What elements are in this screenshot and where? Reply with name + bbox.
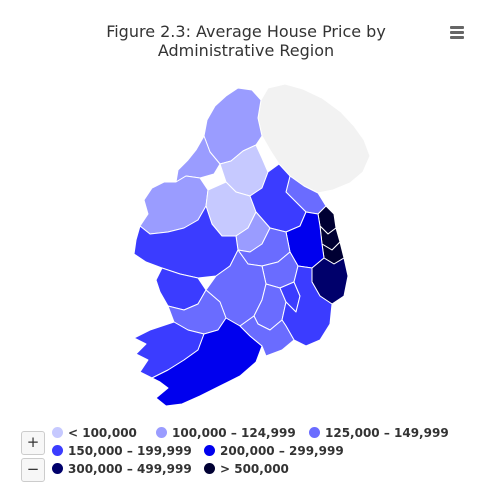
legend-item-gt-500000[interactable]: > 500,000 — [204, 462, 289, 476]
legend-label: 300,000 – 499,999 — [68, 462, 192, 476]
hamburger-menu-icon[interactable] — [446, 22, 470, 44]
region-waterford[interactable] — [239, 315, 295, 357]
legend-dot — [309, 427, 320, 438]
legend-dot — [52, 445, 63, 456]
legend-label: < 100,000 — [68, 426, 137, 440]
chart-title: Figure 2.3: Average House Price by Admin… — [0, 22, 492, 60]
chart-title-line-2: Administrative Region — [157, 41, 335, 60]
region-wexford[interactable] — [281, 265, 333, 347]
chart-title-line-1: Figure 2.3: Average House Price by — [106, 22, 386, 41]
zoom-out-button[interactable]: − — [21, 458, 45, 482]
legend-dot — [52, 427, 63, 438]
legend-dot — [204, 445, 215, 456]
legend-label: 125,000 – 149,999 — [325, 426, 449, 440]
legend-dot — [156, 427, 167, 438]
legend-item-100000-124999[interactable]: 100,000 – 124,999 — [156, 426, 296, 440]
legend-item-300000-499999[interactable]: 300,000 – 499,999 — [52, 462, 192, 476]
legend-item-lt-100000[interactable]: < 100,000 — [52, 426, 137, 440]
legend-dot — [204, 463, 215, 474]
legend-dot — [52, 463, 63, 474]
legend-item-125000-149999[interactable]: 125,000 – 149,999 — [309, 426, 449, 440]
legend-label: 100,000 – 124,999 — [172, 426, 296, 440]
legend-label: > 500,000 — [220, 462, 289, 476]
legend-label: 150,000 – 199,999 — [68, 444, 192, 458]
zoom-in-button[interactable]: + — [21, 431, 45, 455]
legend-item-150000-199999[interactable]: 150,000 – 199,999 — [52, 444, 192, 458]
legend-label: 200,000 – 299,999 — [220, 444, 344, 458]
legend-item-200000-299999[interactable]: 200,000 – 299,999 — [204, 444, 344, 458]
region-northern-ireland[interactable] — [257, 83, 371, 194]
